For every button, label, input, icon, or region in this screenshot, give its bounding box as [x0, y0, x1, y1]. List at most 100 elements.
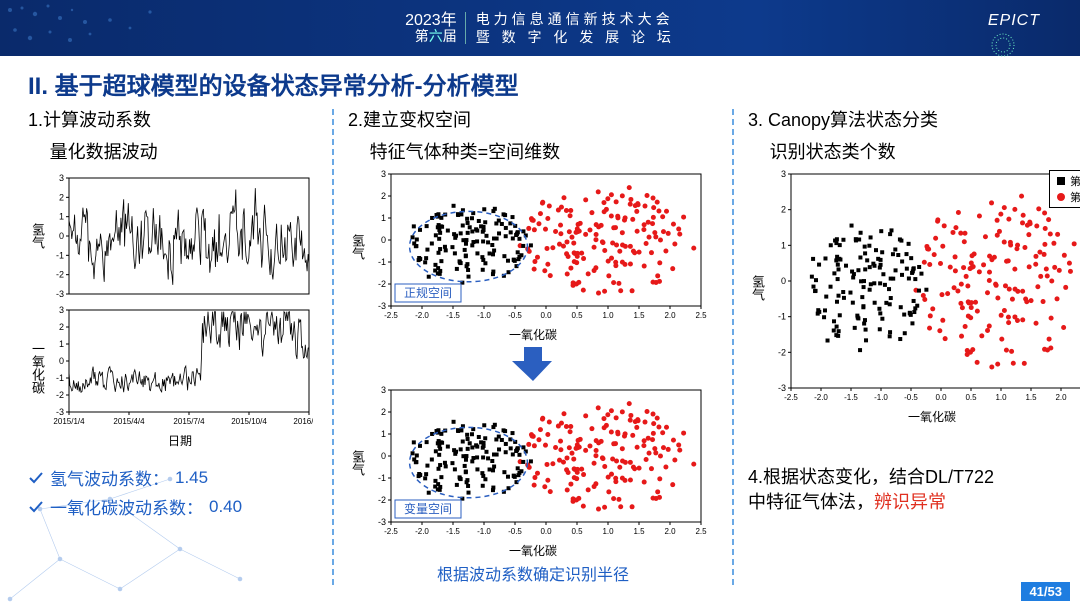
svg-text:3: 3	[59, 173, 64, 183]
svg-text:-2.0: -2.0	[415, 311, 429, 320]
scatter-chart-variable-space: -3-2-10123-2.5-2.0-1.5-1.0-0.50.00.51.01…	[367, 384, 707, 542]
globe-icon	[988, 30, 1018, 60]
svg-text:1: 1	[59, 212, 64, 222]
page-indicator: 41/53	[1021, 582, 1070, 601]
svg-text:-2.5: -2.5	[384, 311, 398, 320]
svg-text:-3: -3	[378, 517, 386, 527]
svg-text:2.5: 2.5	[695, 527, 707, 536]
svg-text:-1: -1	[378, 473, 386, 483]
legend-marker-circle	[1056, 192, 1066, 202]
svg-text:-2: -2	[778, 348, 786, 358]
edition-num: 六	[429, 28, 443, 44]
arrow-down-icon	[510, 345, 556, 382]
svg-text:2016/1/4: 2016/1/4	[293, 417, 313, 426]
svg-text:0: 0	[381, 451, 386, 461]
title-prefix: II. 基于超球模型的设备状态异常分析-	[28, 73, 423, 100]
svg-text:2: 2	[381, 191, 386, 201]
svg-text:-1: -1	[378, 257, 386, 267]
svg-text:1.0: 1.0	[602, 311, 614, 320]
col2-sub: 特征气体种类=空间维数	[348, 138, 718, 164]
svg-text:1: 1	[381, 213, 386, 223]
legend-label-1: 第一类	[1070, 173, 1080, 189]
svg-text:3: 3	[781, 169, 786, 179]
svg-text:-1: -1	[778, 312, 786, 322]
edition-pre: 第	[415, 28, 429, 44]
header-logo: EPICT	[988, 12, 1040, 60]
svg-text:-1.5: -1.5	[446, 527, 460, 536]
sc2-xlabel: 一氧化碳	[348, 542, 718, 559]
col3-sub: 识别状态类个数	[748, 138, 1080, 164]
timeseries-chart-co: -3-2-101232015/1/42015/4/42015/7/42015/1…	[47, 304, 313, 432]
svg-text:正规空间: 正规空间	[404, 285, 452, 300]
svg-text:0: 0	[381, 235, 386, 245]
svg-text:2: 2	[59, 193, 64, 203]
step4-a: 4.根据状态变化，结合DL/T722	[748, 467, 994, 487]
svg-text:0.5: 0.5	[965, 393, 977, 402]
svg-text:-0.5: -0.5	[508, 527, 522, 536]
svg-text:-3: -3	[56, 289, 64, 299]
divider-2	[732, 109, 734, 585]
svg-text:1: 1	[59, 339, 64, 349]
svg-text:0.5: 0.5	[571, 311, 583, 320]
svg-text:1: 1	[781, 241, 786, 251]
svg-text:0.0: 0.0	[540, 311, 552, 320]
col3: 3. Canopy算法状态分类 识别状态类个数 氢气 -3-2-10123-2.…	[748, 109, 1080, 585]
svg-text:-1.0: -1.0	[477, 527, 491, 536]
svg-text:1.5: 1.5	[1025, 393, 1037, 402]
svg-text:3: 3	[381, 169, 386, 179]
svg-text:2.0: 2.0	[664, 527, 676, 536]
header-dots-decoration	[0, 0, 180, 56]
title-suffix: 分析模型	[423, 73, 519, 100]
edition-post: 届	[443, 28, 457, 44]
svg-text:0.5: 0.5	[571, 527, 583, 536]
svg-text:1.5: 1.5	[633, 527, 645, 536]
svg-text:2: 2	[781, 205, 786, 215]
coef2-label: 一氧化碳波动系数：	[50, 494, 203, 519]
col1-step: 1.计算波动系数	[28, 109, 318, 132]
svg-text:2: 2	[59, 322, 64, 332]
col3-step: 3. Canopy算法状态分类	[748, 109, 1080, 132]
svg-text:3: 3	[381, 385, 386, 395]
svg-text:-3: -3	[378, 301, 386, 311]
col2-step: 2.建立变权空间	[348, 109, 718, 132]
content-row: 1.计算波动系数 量化数据波动 氢气 -3-2-10123 一氧化碳 -3-2-…	[0, 105, 1080, 585]
sc1-xlabel: 一氧化碳	[348, 326, 718, 343]
conf-line2: 暨 数 字 化 发 展 论 坛	[476, 28, 675, 46]
col3-step4: 4.根据状态变化，结合DL/T722 中特征气体法，辨识异常	[748, 465, 1080, 514]
check-icon	[28, 499, 44, 515]
slide-header: 2023年 第六届 电力信息通信新技术大会 暨 数 字 化 发 展 论 坛 EP…	[0, 0, 1080, 56]
svg-text:-1.0: -1.0	[874, 393, 888, 402]
svg-text:1.0: 1.0	[602, 527, 614, 536]
legend-marker-square	[1056, 176, 1066, 186]
coef2-val: 0.40	[209, 497, 242, 517]
page-total: 53	[1048, 584, 1062, 599]
svg-text:2015/4/4: 2015/4/4	[113, 417, 145, 426]
svg-text:2015/7/4: 2015/7/4	[173, 417, 205, 426]
coef1-val: 1.45	[175, 468, 208, 488]
conf-line1: 电力信息通信新技术大会	[476, 10, 675, 28]
sc1-ylabel: 氢气	[348, 234, 367, 260]
coef2: 一氧化碳波动系数： 0.40	[28, 494, 318, 519]
svg-text:-2: -2	[378, 279, 386, 289]
svg-text:-3: -3	[56, 407, 64, 417]
svg-text:-0.5: -0.5	[904, 393, 918, 402]
sc3-ylabel: 氢气	[748, 275, 767, 301]
col2: 2.建立变权空间 特征气体种类=空间维数 氢气 -3 -2 -1 0 1 2 3 -2.5 -2…	[348, 109, 718, 585]
svg-text:2015/10/4: 2015/10/4	[231, 417, 267, 426]
svg-text:0.0: 0.0	[540, 527, 552, 536]
svg-text:1.5: 1.5	[633, 311, 645, 320]
svg-text:-2: -2	[56, 390, 64, 400]
svg-text:-3: -3	[778, 383, 786, 393]
header-year-text: 2023年	[405, 12, 457, 30]
step4-c: 辨识异常	[874, 492, 946, 512]
svg-text:-2.0: -2.0	[415, 527, 429, 536]
svg-text:2.0: 2.0	[1055, 393, 1067, 402]
legend-label-2: 第二类	[1070, 189, 1080, 205]
ts-xlabel: 日期	[42, 432, 318, 449]
svg-text:-2: -2	[56, 270, 64, 280]
timeseries-chart-h2: -3-2-10123	[47, 172, 313, 300]
col1: 1.计算波动系数 量化数据波动 氢气 -3-2-10123 一氧化碳 -3-2-…	[28, 109, 318, 585]
svg-text:-2.5: -2.5	[784, 393, 798, 402]
slide-title: II. 基于超球模型的设备状态异常分析-分析模型	[0, 56, 1080, 105]
svg-text:-1: -1	[56, 251, 64, 261]
